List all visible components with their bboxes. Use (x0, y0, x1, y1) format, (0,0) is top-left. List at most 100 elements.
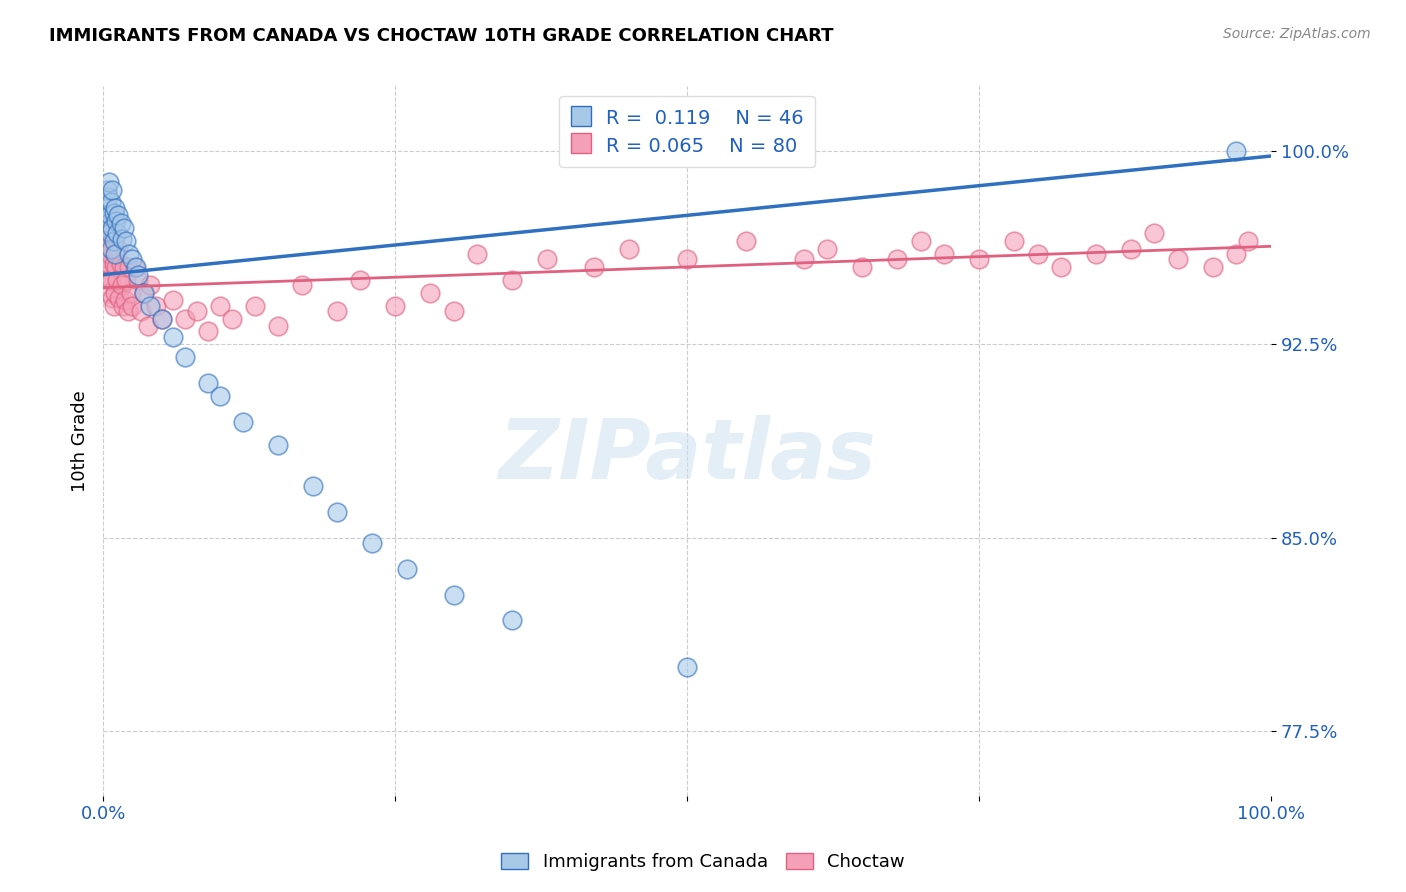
Point (98, 216, 121, 230)
Point (94, 221, 117, 235)
Point (127, 273, 149, 287)
Point (125, 260, 148, 274)
Point (97, 201, 120, 215)
Point (96, 227, 118, 241)
Legend: R =  0.119    N = 46, R = 0.065    N = 80: R = 0.119 N = 46, R = 0.065 N = 80 (560, 96, 815, 168)
Point (115, 234, 138, 248)
Text: Source: ZipAtlas.com: Source: ZipAtlas.com (1223, 27, 1371, 41)
Point (121, 299, 143, 313)
Point (1167, 252, 1189, 267)
Point (1084, 247, 1107, 261)
Point (443, 303, 465, 318)
Point (105, 227, 128, 241)
Point (103, 206, 125, 220)
Point (104, 260, 127, 274)
Point (93, 208, 115, 222)
Point (1002, 234, 1025, 248)
Point (114, 293, 136, 308)
Point (101, 182, 124, 196)
Point (104, 247, 127, 261)
Point (325, 303, 347, 318)
Point (162, 329, 184, 343)
Point (676, 660, 699, 674)
Point (100, 273, 122, 287)
Point (115, 273, 138, 287)
Point (94, 260, 117, 274)
Point (617, 242, 640, 256)
Point (93, 247, 115, 261)
Point (98, 175, 121, 189)
Point (104, 242, 127, 256)
Point (112, 221, 135, 235)
Point (101, 242, 124, 256)
Point (267, 319, 290, 334)
Point (232, 415, 254, 429)
Point (1202, 260, 1225, 274)
Point (93, 195, 115, 210)
Point (127, 268, 149, 282)
Point (97, 273, 120, 287)
Point (291, 277, 314, 292)
Point (443, 588, 465, 602)
Point (96, 268, 118, 282)
Point (734, 234, 756, 248)
Point (395, 562, 418, 576)
Point (1119, 242, 1142, 256)
Point (105, 273, 128, 287)
Point (419, 285, 441, 300)
Point (851, 260, 873, 274)
Point (162, 293, 184, 308)
Point (302, 479, 325, 493)
Point (1225, 247, 1247, 261)
Point (110, 257, 132, 271)
Point (132, 285, 155, 300)
Point (815, 242, 838, 256)
Point (582, 260, 605, 274)
Point (103, 257, 125, 271)
Point (101, 221, 124, 235)
Point (1026, 247, 1049, 261)
Point (94, 208, 117, 222)
Point (208, 299, 231, 313)
Point (98, 216, 121, 230)
Point (100, 242, 122, 256)
Point (886, 252, 908, 267)
Point (197, 376, 219, 390)
Point (104, 213, 127, 227)
Legend: Immigrants from Canada, Choctaw: Immigrants from Canada, Choctaw (494, 846, 912, 879)
Point (384, 299, 406, 313)
Point (107, 242, 129, 256)
Point (98, 247, 121, 261)
Point (98, 208, 121, 222)
Point (173, 311, 195, 326)
Point (793, 252, 815, 267)
Text: IMMIGRANTS FROM CANADA VS CHOCTAW 10TH GRADE CORRELATION CHART: IMMIGRANTS FROM CANADA VS CHOCTAW 10TH G… (49, 27, 834, 45)
Point (100, 195, 122, 210)
Point (1236, 234, 1258, 248)
Point (96, 182, 118, 196)
Point (267, 438, 290, 452)
Point (676, 252, 699, 267)
Point (197, 325, 219, 339)
Point (98, 285, 121, 300)
Point (501, 613, 523, 627)
Point (501, 273, 523, 287)
Point (129, 303, 152, 318)
Point (117, 303, 139, 318)
Point (139, 277, 162, 292)
Point (150, 311, 173, 326)
Point (132, 285, 155, 300)
Point (145, 299, 167, 313)
Point (208, 389, 231, 403)
Point (150, 311, 173, 326)
Point (121, 252, 143, 267)
Point (932, 247, 955, 261)
Point (221, 311, 243, 326)
Point (108, 291, 131, 305)
Point (111, 299, 134, 313)
Point (120, 285, 142, 300)
Point (325, 505, 347, 519)
Point (112, 260, 135, 274)
Point (101, 291, 124, 305)
Point (536, 252, 558, 267)
